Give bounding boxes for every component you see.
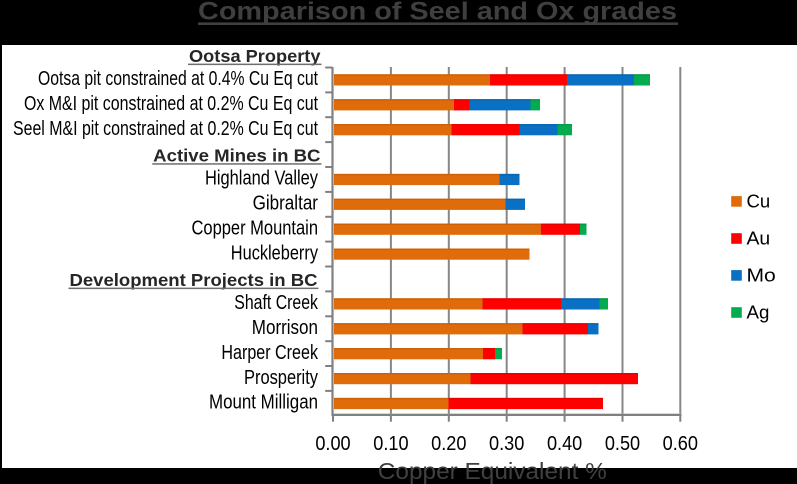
svg-text:Prosperity: Prosperity xyxy=(244,367,319,389)
svg-text:Huckleberry: Huckleberry xyxy=(231,242,319,264)
svg-text:Development Projects in BC: Development Projects in BC xyxy=(70,270,318,290)
svg-text:0.30: 0.30 xyxy=(489,432,524,455)
svg-text:Copper Equivalent %: Copper Equivalent % xyxy=(378,458,607,484)
svg-text:Mount Milligan: Mount Milligan xyxy=(209,392,318,414)
svg-text:Highland Valley: Highland Valley xyxy=(205,168,319,190)
svg-text:Seel M&I pit constrained at 0.: Seel M&I pit constrained at 0.2% Cu Eq c… xyxy=(13,118,318,140)
svg-text:Ootsa Property: Ootsa Property xyxy=(189,46,321,66)
svg-text:Gibraltar: Gibraltar xyxy=(253,193,319,215)
svg-text:Ag: Ag xyxy=(747,302,770,322)
svg-text:Copper Mountain: Copper Mountain xyxy=(192,217,319,239)
svg-text:Active Mines in BC: Active Mines in BC xyxy=(153,146,320,166)
svg-text:0.10: 0.10 xyxy=(373,432,408,455)
svg-text:Harper Creek: Harper Creek xyxy=(221,342,318,364)
svg-text:0.00: 0.00 xyxy=(315,432,350,455)
svg-text:0.20: 0.20 xyxy=(431,432,466,455)
svg-text:Shaft Creek: Shaft Creek xyxy=(234,292,318,314)
svg-text:0.40: 0.40 xyxy=(547,432,582,455)
svg-text:Morrison: Morrison xyxy=(252,317,318,339)
svg-text:Comparison of Seel and Ox grad: Comparison of Seel and Ox grades xyxy=(198,0,677,26)
svg-text:Ox M&I pit constrained at 0.2%: Ox M&I pit constrained at 0.2% Cu Eq cut xyxy=(24,93,318,115)
svg-text:Ootsa pit constrained at 0.4%: Ootsa pit constrained at 0.4% Cu Eq cut xyxy=(38,68,318,90)
svg-text:0.50: 0.50 xyxy=(605,432,640,455)
svg-text:Au: Au xyxy=(747,228,771,248)
svg-text:Cu: Cu xyxy=(747,191,771,211)
svg-text:0.60: 0.60 xyxy=(663,432,698,455)
svg-text:Mo: Mo xyxy=(747,265,776,285)
